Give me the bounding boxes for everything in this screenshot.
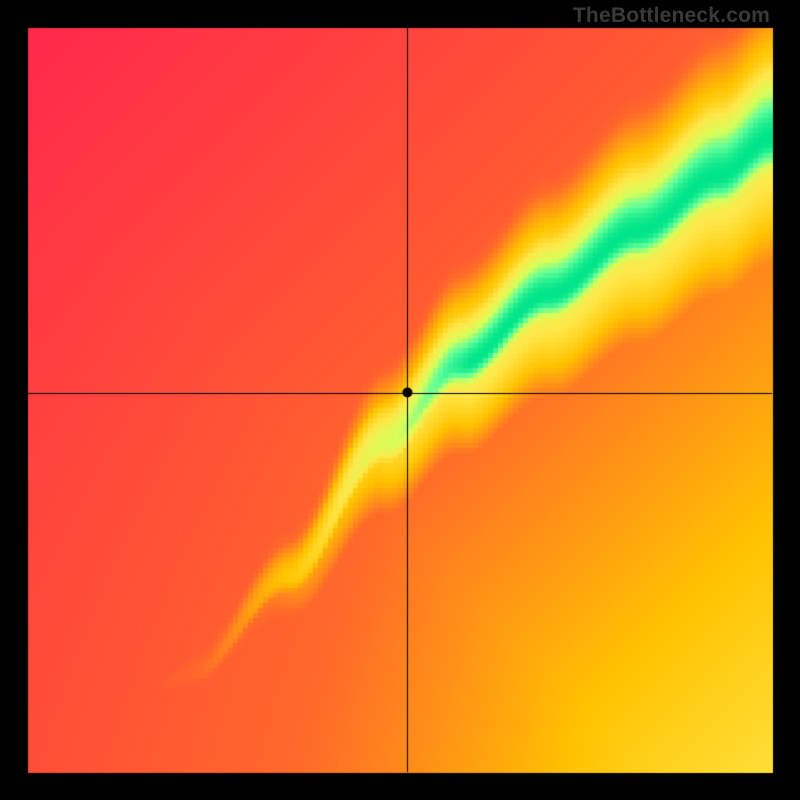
watermark-text: TheBottleneck.com: [573, 4, 770, 28]
heatmap-canvas: [0, 0, 800, 800]
